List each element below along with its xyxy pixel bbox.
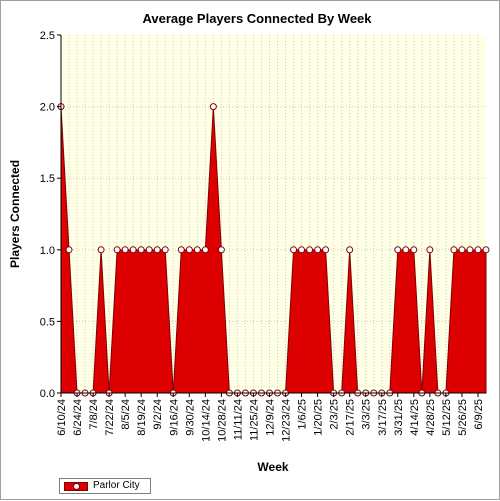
x-axis-ticks: 6/10/24 6/24/24 7/8/24 7/22/24 8/5/24 8/19/24… (56, 393, 485, 442)
x-tick-label: 10/28/24 (216, 399, 228, 442)
data-point (426, 246, 434, 254)
data-point (137, 246, 145, 254)
data-point (474, 246, 482, 254)
data-point (466, 246, 474, 254)
y-axis-label: Players Connected (8, 160, 22, 268)
x-tick-label: 6/9/25 (473, 399, 485, 430)
data-point (450, 246, 458, 254)
x-tick-label: 7/8/24 (88, 399, 100, 430)
data-point (153, 246, 161, 254)
data-point (161, 246, 169, 254)
x-tick-label: 11/11/24 (232, 399, 244, 440)
legend-swatch (64, 482, 88, 491)
data-point (193, 246, 201, 254)
x-tick-label: 4/14/25 (409, 399, 421, 436)
legend-label: Parlor City (93, 480, 140, 491)
data-point (217, 246, 225, 254)
data-point (402, 246, 410, 254)
x-tick-label: 7/22/24 (104, 399, 116, 436)
data-point (65, 246, 73, 254)
data-point (322, 246, 330, 254)
y-tick-label: 2.0 (40, 102, 55, 114)
data-point (185, 246, 193, 254)
data-point (97, 246, 105, 254)
data-point (113, 246, 121, 254)
data-point (209, 103, 217, 111)
x-tick-label: 12/9/24 (264, 399, 276, 436)
legend: Parlor City (59, 478, 151, 494)
data-point (290, 246, 298, 254)
x-tick-label: 3/3/25 (361, 399, 373, 430)
x-tick-label: 6/24/24 (72, 399, 84, 436)
x-tick-label: 4/28/25 (425, 399, 437, 436)
x-axis-label: Week (257, 460, 288, 474)
data-point (177, 246, 185, 254)
data-point (298, 246, 306, 254)
x-tick-label: 9/2/24 (152, 399, 164, 430)
data-point (458, 246, 466, 254)
data-point (482, 246, 490, 254)
y-tick-label: 0.5 (40, 316, 55, 328)
x-tick-label: 2/3/25 (329, 399, 341, 430)
chart-title: Average Players Connected By Week (142, 11, 372, 26)
data-point (121, 246, 129, 254)
x-tick-label: 5/26/25 (457, 399, 469, 436)
x-tick-label: 3/17/25 (377, 399, 389, 436)
y-tick-label: 2.5 (40, 30, 55, 42)
data-point (394, 246, 402, 254)
y-tick-label: 1.0 (40, 245, 55, 257)
data-point (201, 246, 209, 254)
x-tick-label: 10/14/24 (200, 399, 212, 442)
y-tick-label: 0.0 (40, 388, 55, 400)
y-axis-ticks: 0.0 0.5 1.0 1.5 2.0 2.5 (40, 30, 61, 400)
x-tick-label: 8/5/24 (120, 399, 132, 430)
x-tick-label: 2/17/25 (345, 399, 357, 436)
data-point (129, 246, 137, 254)
x-tick-label: 1/6/25 (297, 399, 309, 430)
x-tick-label: 1/20/25 (313, 399, 325, 436)
data-point (410, 246, 418, 254)
x-tick-label: 9/16/24 (168, 399, 180, 436)
x-tick-label: 12/23/24 (281, 399, 293, 442)
x-tick-label: 5/12/25 (441, 399, 453, 436)
y-tick-label: 1.5 (40, 173, 55, 185)
data-point (314, 246, 322, 254)
x-tick-label: 8/19/24 (136, 399, 148, 436)
x-tick-label: 6/10/24 (56, 399, 68, 436)
x-tick-label: 3/31/25 (393, 399, 405, 436)
data-point (306, 246, 314, 254)
x-tick-label: 9/30/24 (184, 399, 196, 436)
data-point (145, 246, 153, 254)
x-tick-label: 11/25/24 (248, 399, 260, 441)
data-point (346, 246, 354, 254)
